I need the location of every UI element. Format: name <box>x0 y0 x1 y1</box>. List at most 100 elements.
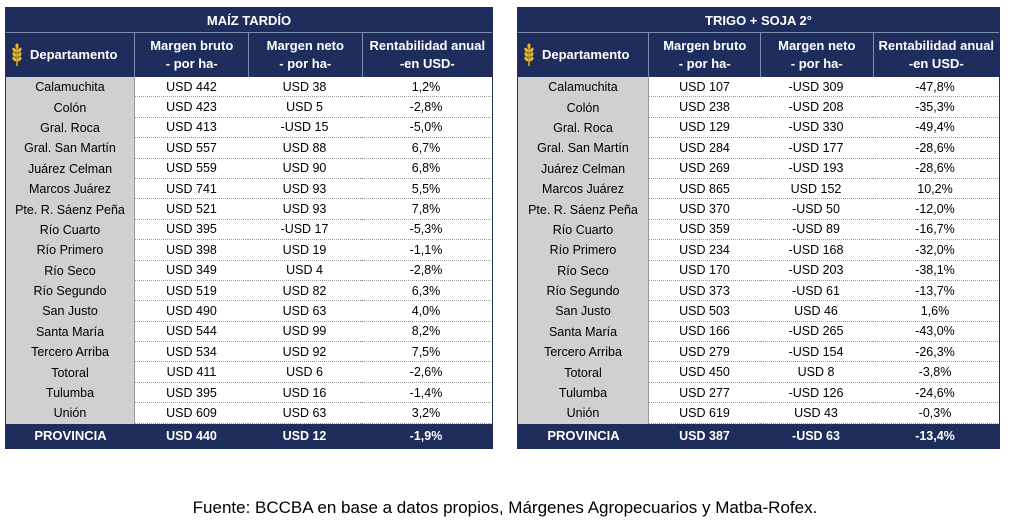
table-title: TRIGO + SOJA 2° <box>518 8 999 32</box>
table-body: Calamuchita USD 442 USD 38 1,2% Colón USD 423… <box>6 77 492 424</box>
margen-neto-cell: USD 19 <box>248 240 361 261</box>
source-note: Fuente: BCCBA en base a datos propios, M… <box>192 498 818 517</box>
header-departamento-label: Departamento <box>30 47 118 62</box>
rentabilidad-cell: -1,4% <box>361 383 491 404</box>
margen-bruto-cell: USD 277 <box>649 383 760 404</box>
rentabilidad-cell: 6,3% <box>361 281 491 302</box>
rentabilidad-cell: -28,6% <box>872 159 998 179</box>
margen-bruto-cell: USD 359 <box>649 220 760 241</box>
table-row: Santa María USD 544 USD 99 8,2% <box>6 321 492 343</box>
departamento-cell: Calamuchita <box>6 77 135 98</box>
departamento-cell: Río Seco <box>518 260 649 281</box>
header-departamento: Departamento <box>518 33 648 77</box>
table-row: Colón USD 238 -USD 208 -35,3% <box>518 97 999 118</box>
margen-bruto-cell: USD 349 <box>135 261 248 281</box>
rentabilidad-cell: 4,0% <box>361 301 491 322</box>
margen-neto-cell: -USD 89 <box>760 220 872 241</box>
departamento-cell: Totoral <box>518 362 649 383</box>
margen-bruto-cell: USD 544 <box>135 322 248 343</box>
departamento-cell: San Justo <box>518 301 649 322</box>
table-row: Totoral USD 411 USD 6 -2,6% <box>6 362 492 383</box>
header-margen-bruto: Margen bruto - por ha- <box>134 33 248 77</box>
table-row: Unión USD 619 USD 43 -0,3% <box>518 403 999 424</box>
margen-bruto-cell: USD 865 <box>649 179 760 200</box>
margen-neto-cell: -USD 193 <box>760 159 872 179</box>
margen-neto-cell: USD 46 <box>760 301 872 322</box>
rentabilidad-cell: -2,8% <box>361 261 491 281</box>
column-headers: Departamento Margen bruto - por ha- Marge… <box>518 32 999 77</box>
table-title: MAÍZ TARDÍO <box>6 8 492 32</box>
rentabilidad-cell: -35,3% <box>872 97 998 118</box>
departamento-cell: Juárez Celman <box>6 158 135 179</box>
table-row: Tulumba USD 277 -USD 126 -24,6% <box>518 382 999 404</box>
margen-bruto-cell: USD 166 <box>649 322 760 343</box>
rentabilidad-cell: 7,5% <box>361 342 491 363</box>
table-row: San Justo USD 490 USD 63 4,0% <box>6 301 492 322</box>
table-row: Río Primero USD 398 USD 19 -1,1% <box>6 240 492 261</box>
table-row: Marcos Juárez USD 865 USD 152 10,2% <box>518 178 999 200</box>
departamento-cell: San Justo <box>6 301 135 322</box>
margen-bruto-cell: USD 503 <box>649 301 760 322</box>
rentabilidad-cell: -28,6% <box>872 138 998 159</box>
margen-bruto-cell: USD 284 <box>649 138 760 159</box>
departamento-cell: Gral. San Martín <box>518 138 649 159</box>
margen-bruto-cell: USD 609 <box>135 403 248 424</box>
margen-bruto-cell: USD 234 <box>649 240 760 261</box>
table-row: Río Seco USD 349 USD 4 -2,8% <box>6 260 492 281</box>
margen-neto-cell: USD 43 <box>760 403 872 424</box>
margen-neto-cell: USD 93 <box>248 179 361 200</box>
rentabilidad-cell: -2,8% <box>361 97 491 118</box>
table-row: Gral. Roca USD 413 -USD 15 -5,0% <box>6 117 492 139</box>
margen-bruto-cell: USD 521 <box>135 199 248 220</box>
margen-bruto-cell: USD 413 <box>135 118 248 139</box>
departamento-cell: Tercero Arriba <box>518 342 649 363</box>
table-row: Tercero Arriba USD 534 USD 92 7,5% <box>6 342 492 363</box>
table-trigo-soja: TRIGO + SOJA 2° Departamento Margen brut… <box>517 7 1000 449</box>
margen-bruto-cell: USD 129 <box>649 118 760 139</box>
margen-neto-cell: USD 16 <box>248 383 361 404</box>
departamento-cell: Unión <box>6 403 135 424</box>
margen-neto-cell: -USD 50 <box>760 199 872 220</box>
total-margen-neto: -USD 63 <box>792 428 840 443</box>
departamento-cell: Santa María <box>6 321 135 343</box>
departamento-cell: Juárez Celman <box>518 158 649 179</box>
departamento-cell: Río Cuarto <box>518 219 649 241</box>
header-margen-bruto: Margen bruto - por ha- <box>648 33 760 77</box>
margen-bruto-cell: USD 423 <box>135 97 248 118</box>
margen-neto-cell: USD 92 <box>248 342 361 363</box>
table-row: Río Cuarto USD 395 -USD 17 -5,3% <box>6 219 492 241</box>
rentabilidad-cell: -26,3% <box>872 342 998 363</box>
margen-bruto-cell: USD 395 <box>135 383 248 404</box>
margen-bruto-cell: USD 279 <box>649 342 760 363</box>
departamento-cell: Gral. San Martín <box>6 138 135 159</box>
header-departamento-label: Departamento <box>542 47 630 62</box>
departamento-cell: Santa María <box>518 321 649 343</box>
margen-bruto-cell: USD 373 <box>649 281 760 302</box>
margen-neto-cell: -USD 61 <box>760 281 872 302</box>
table-body: Calamuchita USD 107 -USD 309 -47,8% Colón USD… <box>518 77 999 424</box>
table-row: Santa María USD 166 -USD 265 -43,0% <box>518 321 999 343</box>
rentabilidad-cell: 7,8% <box>361 199 491 220</box>
margen-neto-cell: -USD 177 <box>760 138 872 159</box>
rentabilidad-cell: -13,7% <box>872 281 998 302</box>
departamento-cell: Marcos Juárez <box>518 178 649 200</box>
rentabilidad-cell: 6,8% <box>361 159 491 179</box>
rentabilidad-cell: 5,5% <box>361 179 491 200</box>
table-row: Tercero Arriba USD 279 -USD 154 -26,3% <box>518 342 999 363</box>
rentabilidad-cell: 8,2% <box>361 322 491 343</box>
header-margen-neto: Margen neto - por ha- <box>248 33 362 77</box>
margen-neto-cell: -USD 208 <box>760 97 872 118</box>
margen-bruto-cell: USD 398 <box>135 240 248 261</box>
departamento-cell: Tercero Arriba <box>6 342 135 363</box>
margen-bruto-cell: USD 519 <box>135 281 248 302</box>
margen-neto-cell: USD 152 <box>760 179 872 200</box>
margen-bruto-cell: USD 395 <box>135 220 248 241</box>
rentabilidad-cell: -5,0% <box>361 118 491 139</box>
margen-bruto-cell: USD 411 <box>135 362 248 383</box>
departamento-cell: Tulumba <box>6 382 135 404</box>
departamento-cell: Gral. Roca <box>6 117 135 139</box>
rentabilidad-cell: 3,2% <box>361 403 491 424</box>
rentabilidad-cell: -32,0% <box>872 240 998 261</box>
margen-neto-cell: -USD 154 <box>760 342 872 363</box>
margen-neto-cell: -USD 265 <box>760 322 872 343</box>
